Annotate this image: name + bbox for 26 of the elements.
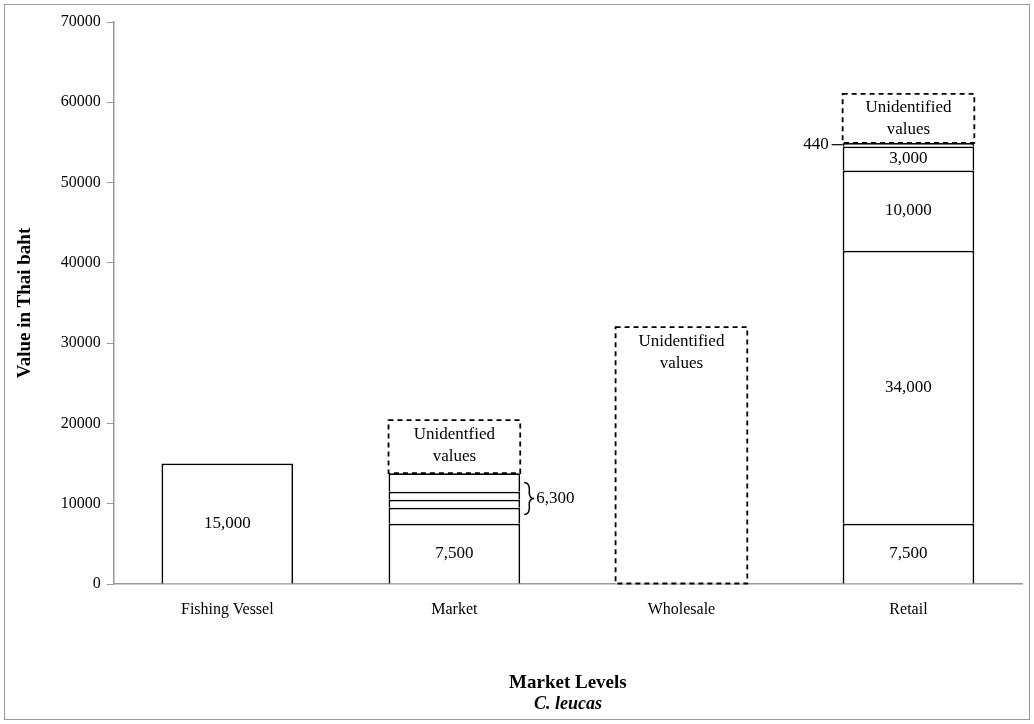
x-tick-label: Market (431, 599, 479, 617)
x-tick-label: Wholesale (647, 599, 716, 617)
y-tick-label: 40000 (60, 253, 101, 271)
data-label: 3,000 (889, 147, 928, 167)
text: C. leucas (533, 692, 602, 713)
x-tick-label: Retail (889, 599, 929, 617)
data-label: 440 (803, 134, 829, 154)
x-axis-title: Market Levels (509, 670, 627, 692)
data-label: 15,000 (203, 513, 251, 532)
data-label: 7,500 (435, 543, 474, 563)
y-tick-label: 60000 (60, 92, 101, 110)
y-tick-label: 10000 (60, 493, 101, 511)
y-tick-label: 50000 (60, 172, 101, 190)
data-label: 34,000 (885, 376, 932, 396)
y-tick-label: 30000 (60, 333, 101, 351)
x-tick-label: Fishing Vessel (181, 599, 275, 618)
y-tick-label: 70000 (60, 12, 101, 30)
data-label: 10,000 (885, 200, 932, 220)
y-axis-title: Value in Thai baht (13, 227, 35, 379)
data-label: Unidentfied values (413, 423, 496, 465)
y-tick-label: 0 (92, 574, 101, 592)
annotation: 6,300 (536, 487, 575, 507)
data-label: Unidentified values (865, 97, 952, 139)
data-label: 7,500 (889, 543, 928, 563)
y-tick-label: 20000 (60, 413, 101, 431)
data-label: Unidentified values (638, 330, 725, 372)
